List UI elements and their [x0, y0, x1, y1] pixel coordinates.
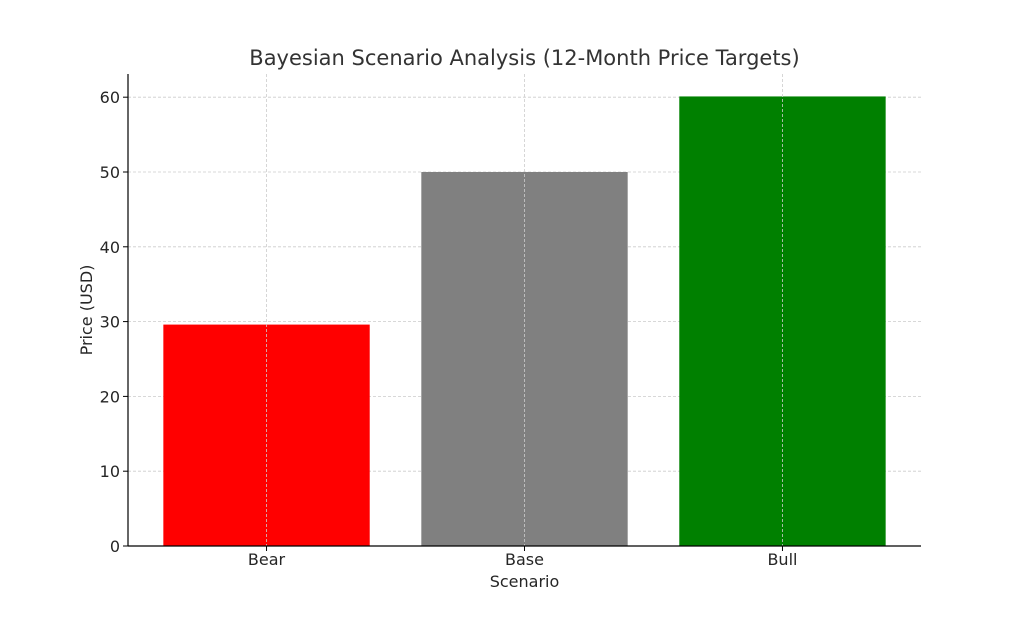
x-axis-label: Scenario [490, 572, 560, 591]
x-tick-label: Base [505, 550, 544, 569]
x-ticks: Bear Base Bull [248, 546, 797, 569]
y-ticks: 0 10 20 30 40 50 60 [100, 88, 128, 556]
y-axis-label: Price (USD) [77, 265, 96, 356]
x-tick-label: Bull [767, 550, 797, 569]
y-tick-label: 40 [100, 238, 120, 257]
chart-title: Bayesian Scenario Analysis (12-Month Pri… [249, 46, 799, 70]
y-tick-label: 60 [100, 88, 120, 107]
y-tick-label: 50 [100, 163, 120, 182]
x-tick-label: Bear [248, 550, 286, 569]
x-grid-lines [266, 74, 783, 546]
y-tick-label: 0 [110, 537, 120, 556]
y-tick-label: 20 [100, 387, 120, 406]
y-tick-label: 10 [100, 462, 120, 481]
y-tick-label: 30 [100, 313, 120, 332]
